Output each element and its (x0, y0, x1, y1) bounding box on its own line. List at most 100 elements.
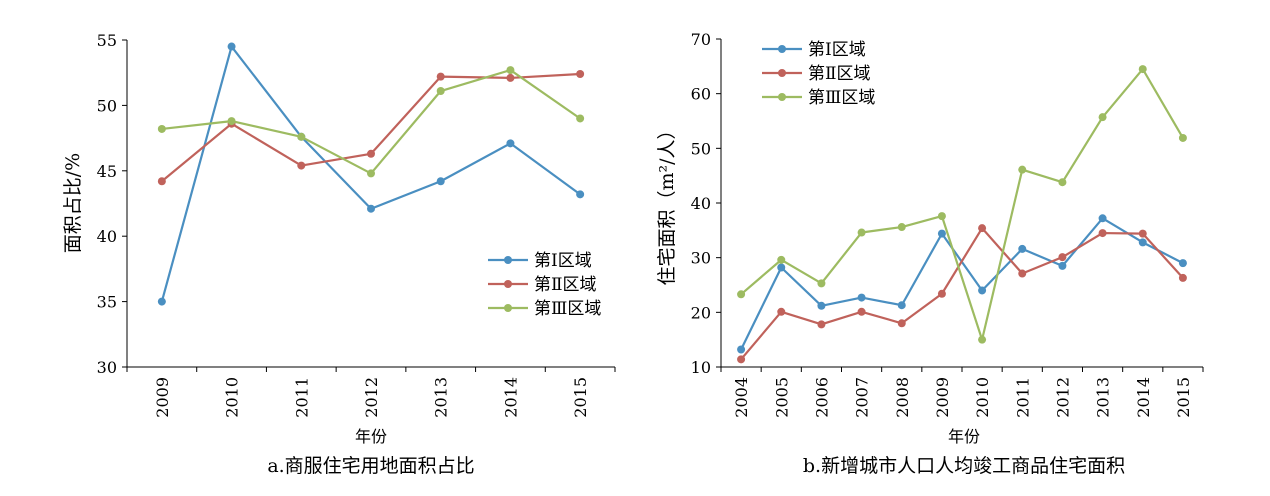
series-1-point (1018, 244, 1027, 253)
legend-label: 第Ⅱ区域 (534, 275, 597, 295)
y-tick-label: 35 (97, 293, 117, 312)
x-tick-label: 2012 (1053, 377, 1072, 418)
y-tick-label: 40 (97, 227, 117, 246)
x-tick-label: 2009 (153, 377, 172, 418)
series-3-point (506, 66, 515, 75)
series-2-point (297, 161, 306, 170)
series-2-point (857, 307, 866, 316)
series-2-point (436, 72, 445, 81)
series-1-point (1058, 261, 1067, 270)
series-2-point (737, 355, 746, 364)
x-tick-label: 2010 (973, 377, 992, 418)
y-tick-label: 10 (691, 358, 711, 377)
x-tick-label: 2004 (732, 377, 751, 418)
series-3-point (157, 124, 166, 133)
series-1-point (817, 301, 826, 310)
series-3-point (978, 335, 987, 344)
series-3-point (857, 228, 866, 237)
x-tick-label: 2010 (223, 377, 242, 418)
series-2-point (576, 70, 585, 79)
chart-a-ylabel: 面积占比/% (62, 153, 84, 253)
series-line-1 (740, 217, 1184, 350)
series-3-point (297, 132, 306, 141)
series-1-point (157, 297, 166, 306)
y-tick-label: 50 (691, 139, 711, 158)
x-tick-label: 2007 (853, 377, 872, 418)
chart-b-xlabel: 年份 (948, 427, 980, 446)
chart-b-ylabel: 住宅面积（m²/人） (656, 120, 678, 285)
x-tick-label: 2013 (432, 377, 451, 418)
series-3-point (777, 255, 786, 264)
series-3-point (436, 87, 445, 96)
series-1-point (937, 229, 946, 238)
series-1-point (777, 263, 786, 272)
chart-a-series (157, 42, 585, 306)
series-3-point (367, 169, 375, 178)
x-tick-label: 2015 (571, 377, 590, 418)
series-line-3 (740, 67, 1184, 341)
series-3-point (1018, 165, 1027, 174)
series-3-point (1138, 65, 1147, 74)
series-2-point (1178, 273, 1187, 282)
series-1-point (506, 139, 515, 148)
series-1-point (857, 293, 866, 302)
series-3-point (1058, 178, 1067, 187)
chart-b: 10 20 30 40 50 60 70 2004 2005 2006 2007 2008 2009 20… (656, 30, 1204, 477)
series-line-2 (740, 227, 1184, 361)
series-2-point (777, 307, 786, 316)
series-1-point (1098, 214, 1107, 223)
legend-label: 第Ⅲ区域 (534, 299, 601, 319)
legend-label: 第Ⅰ区域 (808, 40, 866, 60)
y-tick-label: 20 (691, 303, 711, 322)
legend-label: 第Ⅰ区域 (534, 251, 592, 271)
series-3-point (576, 114, 585, 123)
x-tick-label: 2008 (893, 377, 912, 418)
series-line-2 (161, 72, 581, 183)
x-tick-label: 2014 (501, 377, 520, 418)
series-2-point (367, 149, 375, 158)
legend-label: 第Ⅱ区域 (808, 64, 871, 84)
series-1-point (227, 42, 236, 51)
series-2-point (937, 289, 946, 298)
series-1-point (367, 204, 375, 213)
x-tick-label: 2013 (1094, 377, 1113, 418)
x-tick-label: 2012 (362, 377, 381, 418)
series-3-point (737, 290, 746, 299)
series-3-point (897, 223, 906, 232)
series-2-point (1058, 253, 1067, 262)
chart-b-series (737, 65, 1187, 364)
legend-marker (504, 304, 512, 312)
series-3-point (817, 279, 826, 288)
series-1-point (897, 301, 906, 310)
y-tick-label: 30 (97, 358, 117, 377)
series-2-point (1098, 229, 1107, 238)
legend-marker (504, 280, 512, 288)
legend-marker (778, 45, 786, 53)
series-3-point (227, 117, 236, 126)
chart-a-axes: 30 35 40 45 50 55 2009 2010 2011 2012 2013 2014 2015 (97, 31, 616, 418)
y-tick-label: 60 (691, 85, 711, 104)
legend-marker (504, 256, 512, 264)
y-tick-label: 45 (97, 162, 117, 181)
x-tick-label: 2014 (1134, 377, 1153, 418)
series-2-point (978, 224, 987, 233)
series-2-point (506, 73, 515, 82)
series-3-point (937, 212, 946, 221)
legend-marker (778, 69, 786, 77)
chart-b-caption: b.新增城市人口人均竣工商品住宅面积 (803, 455, 1125, 477)
chart-a: 30 35 40 45 50 55 2009 2010 2011 2012 2013 2014 2015… (62, 31, 616, 477)
series-2-point (817, 320, 826, 329)
series-2-point (1018, 269, 1027, 278)
x-tick-label: 2011 (1013, 377, 1032, 418)
legend-label: 第Ⅲ区域 (808, 88, 875, 108)
series-2-point (897, 319, 906, 328)
series-3-point (1098, 113, 1107, 122)
legend-marker (778, 93, 786, 101)
series-1-point (737, 345, 746, 354)
y-tick-label: 30 (691, 249, 711, 268)
series-3-point (1178, 133, 1187, 142)
series-1-point (1138, 238, 1147, 247)
